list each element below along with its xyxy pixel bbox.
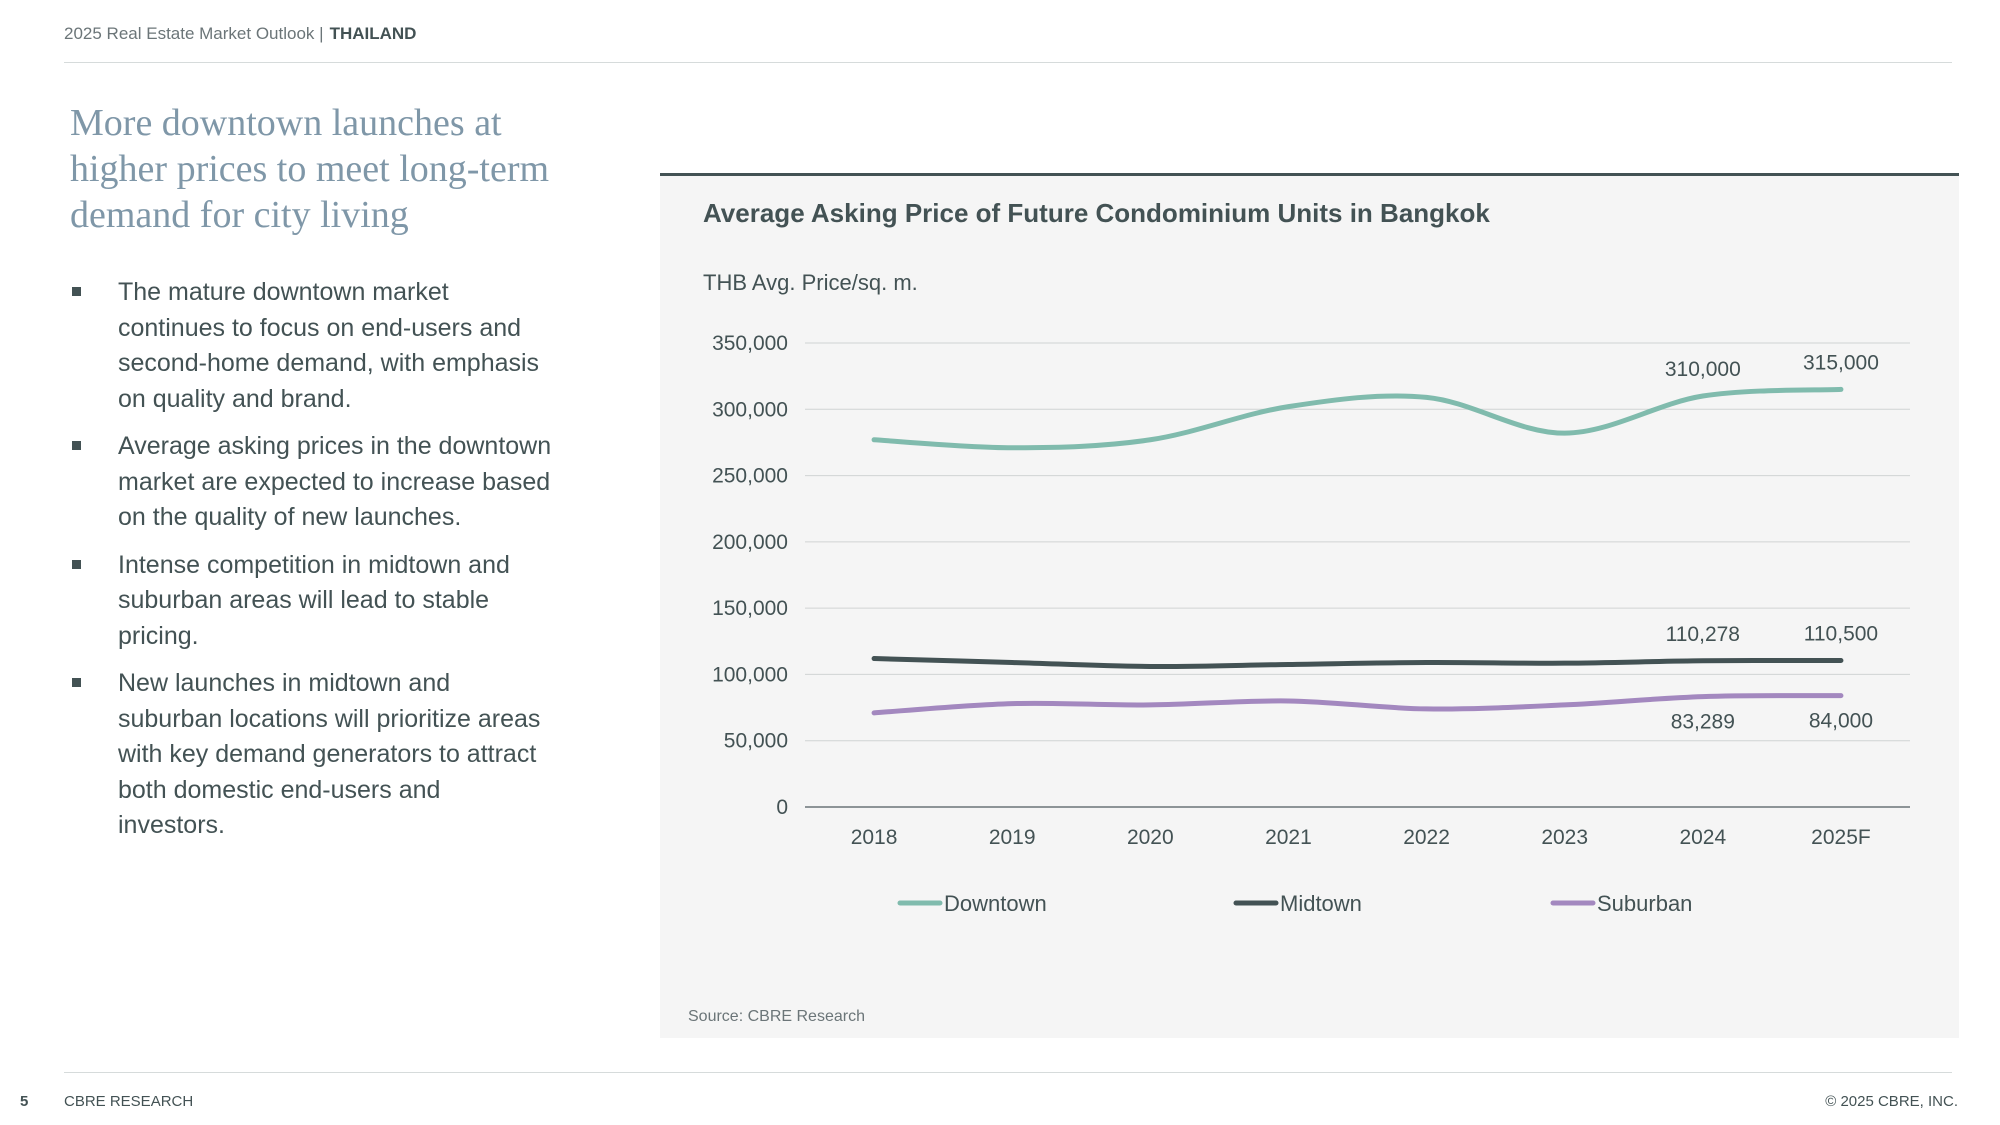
chart-panel: Average Asking Price of Future Condomini… xyxy=(660,173,1959,1038)
bullet-square-icon xyxy=(72,287,81,296)
y-axis-label: THB Avg. Price/sq. m. xyxy=(703,270,918,295)
legend-label: Downtown xyxy=(944,891,1047,916)
x-tick-label: 2023 xyxy=(1541,826,1588,849)
x-tick-label: 2025F xyxy=(1811,826,1871,849)
chart-title: Average Asking Price of Future Condomini… xyxy=(703,198,1490,228)
y-tick-label: 350,000 xyxy=(712,332,788,355)
bullet-text: New launches in midtown and suburban loc… xyxy=(118,669,541,839)
bullet-text: The mature downtown market continues to … xyxy=(118,278,540,413)
x-tick-label: 2022 xyxy=(1403,826,1450,849)
bullet-square-icon xyxy=(72,559,81,569)
bullet-text: Intense competition in midtown and subur… xyxy=(118,550,510,650)
series-line-midtown xyxy=(871,656,1844,670)
bullet-list: The mature downtown market continues to … xyxy=(72,275,552,856)
footer-org: CBRE RESEARCH xyxy=(64,1093,194,1110)
series-line-downtown xyxy=(871,386,1844,451)
legend-label: Midtown xyxy=(1280,891,1362,916)
bullet-square-icon xyxy=(72,441,81,450)
line-chart: 0 50,000 100,000 150,000 200,000 250,000 300,0… xyxy=(712,332,1910,916)
y-tick-label: 200,000 xyxy=(712,531,788,554)
report-header: 2025 Real Estate Market Outlook | THAILAN… xyxy=(64,24,416,44)
x-tick-label: 2020 xyxy=(1127,826,1174,849)
y-tick-label: 50,000 xyxy=(724,730,788,753)
x-tick-label: 2021 xyxy=(1265,826,1312,849)
data-label: 310,000 xyxy=(1665,358,1741,381)
y-tick-label: 300,000 xyxy=(712,398,788,421)
bullet-item: New launches in midtown and suburban loc… xyxy=(72,666,552,844)
bottom-divider xyxy=(64,1072,1952,1073)
data-label: 110,278 xyxy=(1666,623,1740,646)
page-number: 5 xyxy=(20,1093,29,1110)
report-country: THAILAND xyxy=(329,24,417,43)
series-line-suburban xyxy=(871,693,1844,716)
report-name: 2025 Real Estate Market Outlook | xyxy=(64,24,324,43)
chart-source: Source: CBRE Research xyxy=(688,1008,865,1025)
data-label: 315,000 xyxy=(1803,351,1879,374)
bullet-square-icon xyxy=(72,678,81,687)
bullet-item: The mature downtown market continues to … xyxy=(72,275,552,417)
x-tick-label: 2019 xyxy=(989,826,1036,849)
data-label: 110,500 xyxy=(1804,623,1878,646)
data-label: 84,000 xyxy=(1809,710,1873,733)
footer-copyright: © 2025 CBRE, INC. xyxy=(1825,1093,1958,1110)
bullet-text: Average asking prices in the downtown ma… xyxy=(118,432,552,531)
y-tick-label: 250,000 xyxy=(712,465,788,488)
top-divider xyxy=(64,62,1952,63)
bullet-item: Average asking prices in the downtown ma… xyxy=(72,429,552,536)
y-tick-label: 0 xyxy=(776,796,788,819)
legend-label: Suburban xyxy=(1597,891,1692,916)
x-tick-label: 2018 xyxy=(851,826,898,849)
x-tick-label: 2024 xyxy=(1679,826,1726,849)
y-tick-label: 150,000 xyxy=(712,597,788,620)
page-headline: More downtown launches at higher prices … xyxy=(70,102,550,236)
data-label: 83,289 xyxy=(1671,711,1735,734)
bullet-item: Intense competition in midtown and subur… xyxy=(72,548,552,655)
y-tick-label: 100,000 xyxy=(712,663,788,686)
